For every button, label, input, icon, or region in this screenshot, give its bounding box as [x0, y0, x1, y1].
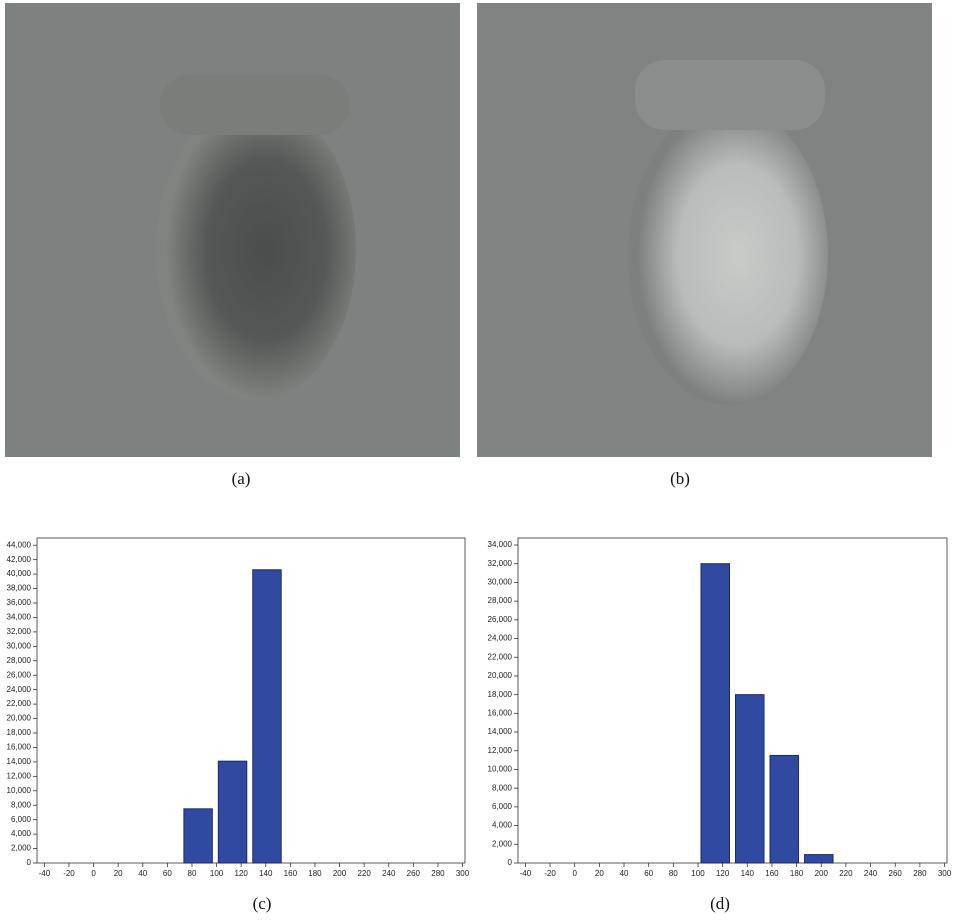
y-tick-label: 12,000	[7, 771, 32, 780]
y-tick-label: 34,000	[7, 613, 32, 622]
x-tick-label: 260	[889, 869, 903, 878]
y-tick-label: 4,000	[492, 821, 513, 830]
y-tick-label: 30,000	[7, 641, 32, 650]
y-tick-label: 2,000	[492, 839, 513, 848]
x-tick-label: 180	[308, 869, 322, 878]
y-tick-label: 26,000	[488, 615, 513, 624]
y-tick-label: 42,000	[7, 555, 32, 564]
x-tick-label: 220	[839, 869, 853, 878]
x-tick-label: 300	[456, 869, 470, 878]
x-tick-label: 20	[595, 869, 604, 878]
x-tick-label: 100	[210, 869, 224, 878]
y-tick-label: 12,000	[488, 746, 513, 755]
x-tick-label: -40	[39, 869, 51, 878]
bar	[253, 570, 281, 863]
x-tick-label: -40	[520, 869, 532, 878]
y-tick-label: 28,000	[488, 596, 513, 605]
figure: (a) (b) (c) (d) 0 2,000 4,000 6,000 8,000 10,…	[0, 0, 955, 920]
y-tick-label: 16,000	[7, 743, 32, 752]
y-tick-label: 24,000	[488, 634, 513, 643]
bar	[184, 809, 212, 863]
y-tick-label: 36,000	[7, 598, 32, 607]
y-tick-label: 38,000	[7, 584, 32, 593]
y-tick-label: 0	[508, 858, 513, 867]
y-tick-label: 32,000	[488, 559, 513, 568]
x-tick-label: 40	[138, 869, 147, 878]
y-tick-label: 14,000	[488, 727, 513, 736]
plot-frame	[37, 538, 465, 863]
x-tick-label: -20	[63, 869, 75, 878]
x-tick-label: 200	[815, 869, 829, 878]
x-tick-label: 180	[790, 869, 804, 878]
x-tick-label: 280	[913, 869, 927, 878]
caption: (a)	[232, 469, 251, 488]
x-tick-label: 120	[234, 869, 248, 878]
x-tick-label: 40	[620, 869, 629, 878]
y-tick-label: 28,000	[7, 656, 32, 665]
y-tick-label: 8,000	[492, 783, 513, 792]
y-tick-label: 18,000	[7, 728, 32, 737]
y-tick-label: 44,000	[7, 540, 32, 549]
x-tick-label: -20	[544, 869, 556, 878]
x-tick-label: 240	[382, 869, 396, 878]
y-tick-label: 22,000	[488, 652, 513, 661]
x-tick-label: 220	[357, 869, 371, 878]
image-a	[5, 3, 460, 457]
x-tick-label: 140	[741, 869, 755, 878]
y-tick-label: 18,000	[488, 690, 513, 699]
x-tick-label: 100	[691, 869, 705, 878]
bar	[218, 761, 246, 863]
bar	[701, 564, 730, 863]
y-tick-label: 40,000	[7, 569, 32, 578]
x-tick-label: 120	[716, 869, 730, 878]
x-tick-label: 140	[259, 869, 273, 878]
y-tick-label: 2,000	[11, 844, 32, 853]
x-tick-label: 0	[91, 869, 96, 878]
x-tick-label: 260	[407, 869, 421, 878]
caption: (c)	[253, 894, 272, 913]
y-tick-label: 6,000	[492, 802, 513, 811]
y-tick-label: 32,000	[7, 627, 32, 636]
y-tick-label: 20,000	[488, 671, 513, 680]
bar	[805, 855, 834, 863]
y-tick-label: 6,000	[11, 815, 32, 824]
y-tick-label: 14,000	[7, 757, 32, 766]
caption: (d)	[710, 894, 730, 913]
x-tick-label: 60	[163, 869, 172, 878]
y-tick-label: 24,000	[7, 685, 32, 694]
y-tick-label: 26,000	[7, 670, 32, 679]
x-tick-label: 0	[572, 869, 577, 878]
y-tick-label: 30,000	[488, 578, 513, 587]
plot-frame	[518, 538, 947, 863]
x-tick-label: 240	[864, 869, 878, 878]
y-tick-label: 8,000	[11, 800, 32, 809]
x-tick-label: 20	[114, 869, 123, 878]
y-tick-label: 34,000	[488, 540, 513, 549]
bar	[770, 755, 799, 863]
y-tick-label: 4,000	[11, 829, 32, 838]
x-tick-label: 200	[333, 869, 347, 878]
y-tick-label: 10,000	[488, 765, 513, 774]
x-tick-label: 160	[765, 869, 779, 878]
x-tick-label: 160	[284, 869, 298, 878]
y-tick-label: 22,000	[7, 699, 32, 708]
y-tick-label: 0	[27, 858, 32, 867]
x-tick-label: 300	[938, 869, 952, 878]
y-tick-label: 16,000	[488, 708, 513, 717]
bar	[736, 695, 765, 863]
y-tick-label: 20,000	[7, 714, 32, 723]
x-tick-label: 60	[644, 869, 653, 878]
image-b	[477, 3, 932, 457]
x-tick-label: 80	[669, 869, 678, 878]
page: (a) (b) (c) (d) 0 2,000 4,000 6,000 8,000 10,…	[0, 0, 955, 920]
y-tick-label: 10,000	[7, 786, 32, 795]
x-tick-label: 280	[431, 869, 445, 878]
x-tick-label: 80	[188, 869, 197, 878]
caption: (b)	[670, 469, 690, 488]
